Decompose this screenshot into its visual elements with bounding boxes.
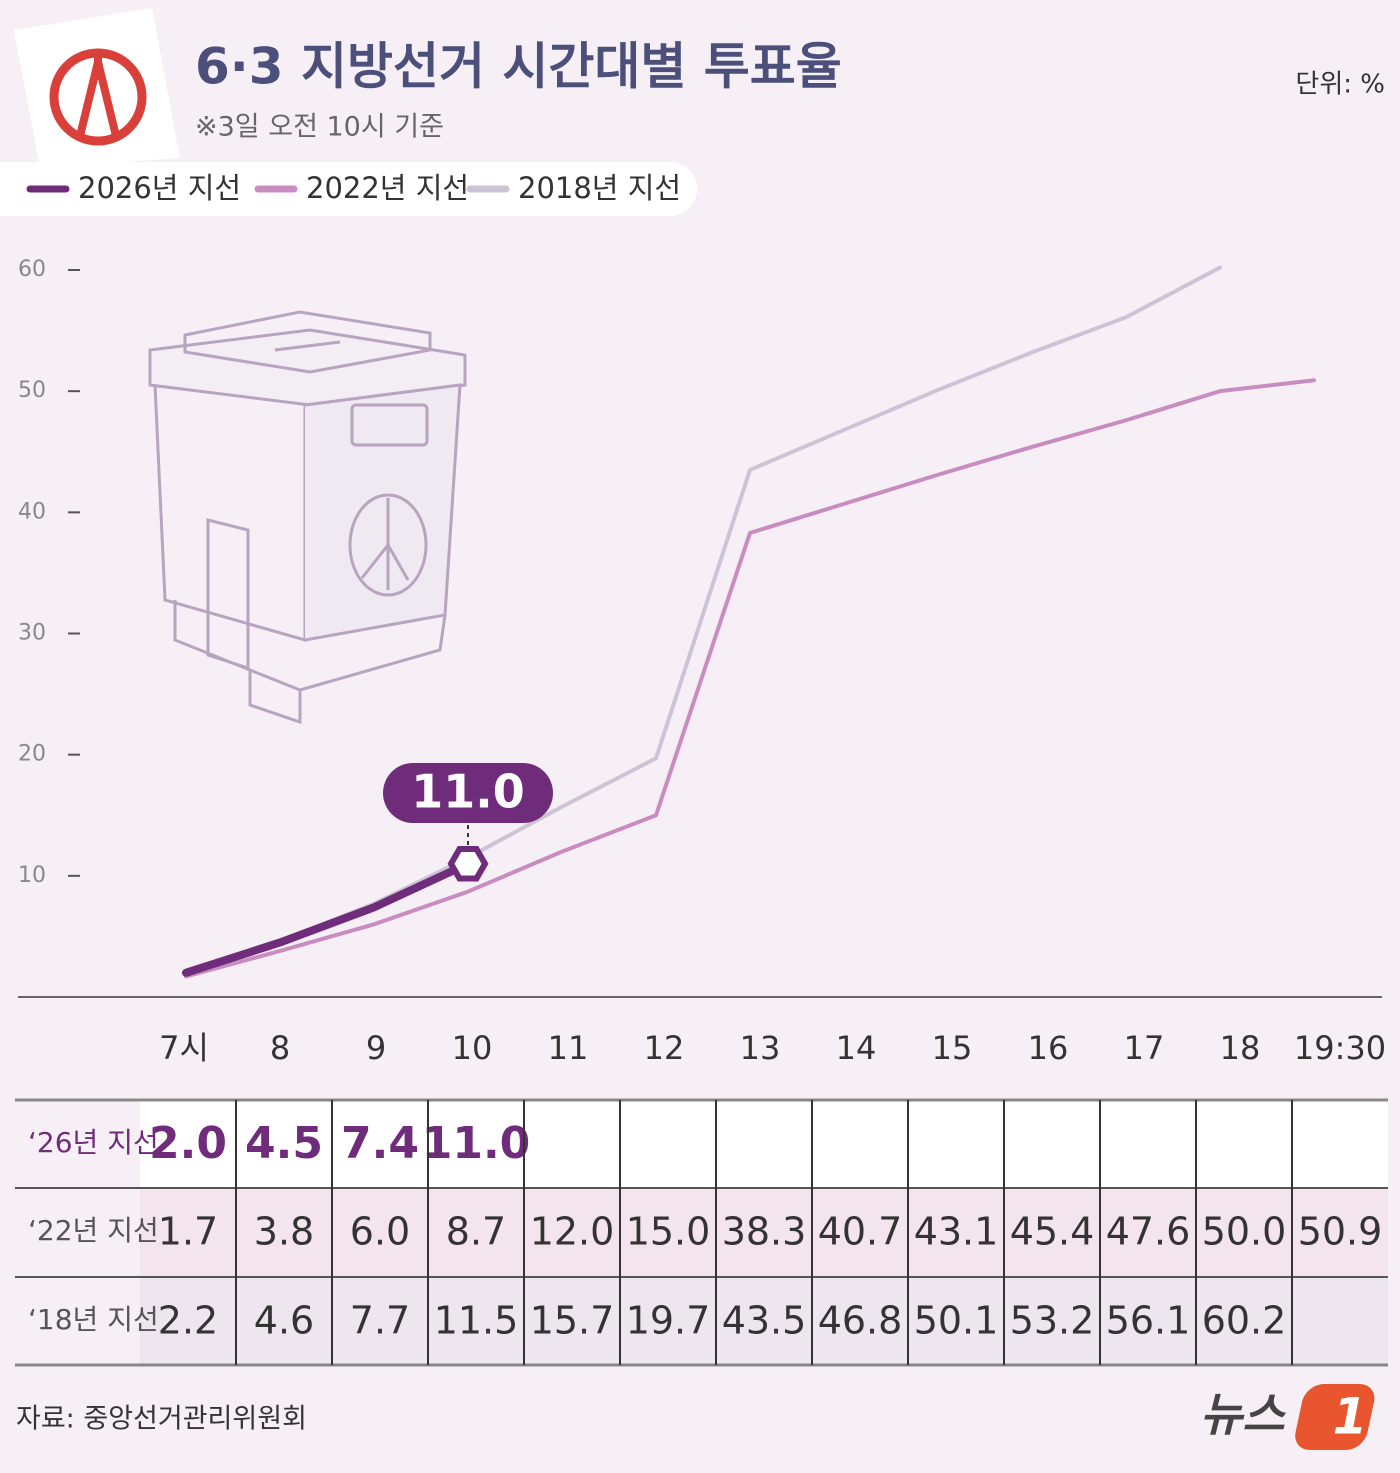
table-cell: 38.3 (722, 1210, 807, 1254)
table-cell: 50.9 (1298, 1210, 1383, 1254)
table-row-bg (140, 1277, 1388, 1365)
table-cell: 3.8 (254, 1210, 314, 1254)
logo-badge (1295, 1384, 1375, 1450)
table-cell: 2.2 (158, 1299, 218, 1343)
table-cell: 50.0 (1202, 1210, 1287, 1254)
table-cell: 12.0 (530, 1210, 615, 1254)
unit-label: 단위: % (1295, 70, 1385, 100)
y-tick-label: 40 (18, 499, 46, 524)
table-cell: 43.1 (914, 1210, 999, 1254)
series-line (184, 378, 1316, 979)
table-cell: 19.7 (626, 1299, 711, 1343)
logo-text: 뉴스 (1200, 1388, 1286, 1442)
x-tick-label: 15 (932, 1029, 973, 1067)
chart-title: 6·3 지방선거 시간대별 투표율 (195, 38, 842, 96)
callout-marker (447, 845, 489, 882)
table-row-label: ‘18년 지선 (28, 1303, 159, 1336)
x-tick-label: 8 (270, 1029, 290, 1067)
x-tick-label: 10 (452, 1029, 493, 1067)
table-cell: 45.4 (1010, 1210, 1095, 1254)
y-tick-label: 20 (18, 742, 46, 767)
chart-subtitle: ※3일 오전 10시 기준 (195, 112, 444, 143)
table-cell: 46.8 (818, 1299, 903, 1343)
x-tick-label: 18 (1220, 1029, 1261, 1067)
table-cell: 11.5 (434, 1299, 519, 1343)
x-tick-label: 14 (836, 1029, 877, 1067)
callout-label: 11.0 (411, 765, 525, 819)
ballot-box-illustration (148, 310, 467, 725)
x-tick-label: 11 (548, 1029, 589, 1067)
x-tick-label: 19:30 (1294, 1029, 1386, 1067)
table-row-label: ‘26년 지선 (28, 1126, 159, 1159)
x-tick-label: 16 (1028, 1029, 1069, 1067)
table-cell: 15.7 (530, 1299, 615, 1343)
callout-box (383, 763, 553, 823)
x-tick-label: 17 (1124, 1029, 1165, 1067)
table-cell: 15.0 (626, 1210, 711, 1254)
legend-label: 2026년 지선 (78, 171, 241, 205)
table-cell: 4.5 (245, 1118, 323, 1169)
y-tick-label: 60 (18, 257, 46, 282)
table-cell: 56.1 (1106, 1299, 1191, 1343)
x-tick-label: 7시 (159, 1029, 209, 1067)
table-cell: 7.4 (341, 1118, 419, 1169)
table-cell: 8.7 (446, 1210, 506, 1254)
table-row-label: ‘22년 지선 (28, 1214, 159, 1247)
table-cell: 4.6 (254, 1299, 314, 1343)
table-row-bg (140, 1100, 1388, 1188)
source-label: 자료: 중앙선거관리위원회 (16, 1404, 307, 1435)
table-cell: 1.7 (158, 1210, 218, 1254)
legend-label: 2018년 지선 (518, 171, 681, 205)
table-row-bg (140, 1188, 1388, 1276)
table-cell: 7.7 (350, 1299, 410, 1343)
table-cell: 47.6 (1106, 1210, 1191, 1254)
table-cell: 40.7 (818, 1210, 903, 1254)
table-cell: 2.0 (149, 1118, 227, 1169)
ballot-logo (14, 8, 180, 168)
series-line (182, 859, 472, 977)
legend-box (0, 162, 697, 216)
table-cell: 53.2 (1010, 1299, 1095, 1343)
y-tick-label: 30 (18, 621, 46, 646)
table-cell: 6.0 (350, 1210, 410, 1254)
x-tick-label: 9 (366, 1029, 386, 1067)
x-tick-label: 12 (644, 1029, 685, 1067)
y-tick-label: 10 (18, 863, 46, 888)
legend-label: 2022년 지선 (306, 171, 469, 205)
table-cell: 43.5 (722, 1299, 807, 1343)
logo-number: 1 (1333, 1388, 1368, 1446)
y-tick-label: 50 (18, 378, 46, 403)
table-cell: 11.0 (422, 1118, 531, 1169)
x-tick-label: 13 (740, 1029, 781, 1067)
table-cell: 60.2 (1202, 1299, 1287, 1343)
table-cell: 50.1 (914, 1299, 999, 1343)
